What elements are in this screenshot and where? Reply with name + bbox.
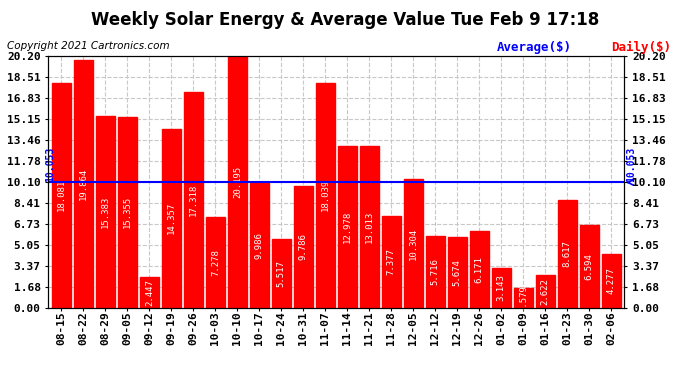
- Bar: [206, 217, 225, 308]
- Text: 19.864: 19.864: [79, 168, 88, 200]
- Text: 15.383: 15.383: [101, 196, 110, 228]
- Text: Weekly Solar Energy & Average Value Tue Feb 9 17:18: Weekly Solar Energy & Average Value Tue …: [91, 11, 599, 29]
- Text: 8.617: 8.617: [563, 240, 572, 267]
- Bar: [404, 179, 423, 308]
- Text: Copyright 2021 Cartronics.com: Copyright 2021 Cartronics.com: [7, 41, 170, 51]
- Text: 12.978: 12.978: [343, 211, 352, 243]
- Text: 5.716: 5.716: [431, 258, 440, 285]
- Bar: [536, 275, 555, 308]
- Bar: [316, 83, 335, 308]
- Bar: [602, 254, 620, 308]
- Bar: [272, 239, 290, 308]
- Bar: [426, 236, 444, 308]
- Bar: [228, 56, 247, 308]
- Text: 10.053: 10.053: [626, 147, 636, 183]
- Text: 5.517: 5.517: [277, 260, 286, 286]
- Bar: [338, 146, 357, 308]
- Bar: [74, 60, 93, 308]
- Bar: [96, 116, 115, 308]
- Bar: [580, 225, 599, 308]
- Text: 10.304: 10.304: [409, 227, 418, 260]
- Text: 4.277: 4.277: [607, 267, 615, 294]
- Text: 3.143: 3.143: [497, 274, 506, 302]
- Bar: [118, 117, 137, 308]
- Text: 13.013: 13.013: [365, 210, 374, 243]
- Text: 14.357: 14.357: [167, 202, 176, 234]
- Text: 17.318: 17.318: [189, 184, 198, 216]
- Text: 20.195: 20.195: [233, 166, 242, 198]
- Text: 9.986: 9.986: [255, 232, 264, 259]
- Text: 7.377: 7.377: [387, 248, 396, 275]
- Text: 9.786: 9.786: [299, 233, 308, 260]
- Bar: [558, 200, 577, 308]
- Text: 7.278: 7.278: [211, 249, 220, 276]
- Bar: [250, 183, 268, 308]
- Text: 5.674: 5.674: [453, 259, 462, 286]
- Bar: [470, 231, 489, 308]
- Bar: [162, 129, 181, 308]
- Bar: [382, 216, 401, 308]
- Text: 6.594: 6.594: [584, 253, 594, 280]
- Text: 15.355: 15.355: [123, 196, 132, 228]
- Text: Average($): Average($): [497, 41, 572, 54]
- Text: 2.447: 2.447: [145, 279, 154, 306]
- Bar: [52, 82, 71, 308]
- Bar: [514, 288, 533, 308]
- Text: 10.053: 10.053: [46, 147, 55, 183]
- Text: 2.622: 2.622: [541, 278, 550, 304]
- Text: 18.039: 18.039: [321, 179, 330, 212]
- Bar: [360, 146, 379, 308]
- Bar: [294, 186, 313, 308]
- Bar: [140, 277, 159, 308]
- Bar: [448, 237, 466, 308]
- Text: Daily($): Daily($): [611, 41, 671, 54]
- Text: 18.081: 18.081: [57, 179, 66, 211]
- Bar: [492, 268, 511, 308]
- Text: 6.171: 6.171: [475, 256, 484, 282]
- Bar: [184, 92, 203, 308]
- Text: 1.579: 1.579: [519, 284, 528, 311]
